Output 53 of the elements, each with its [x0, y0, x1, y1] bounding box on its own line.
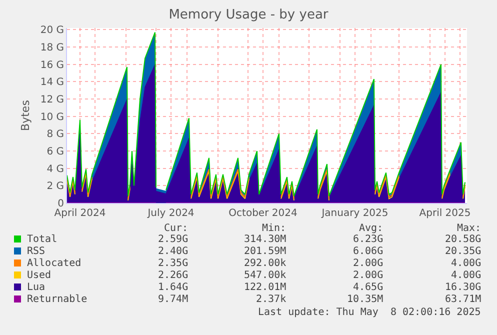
text: 2.59G — [158, 234, 188, 245]
text: 1.64G — [158, 282, 188, 293]
y-tick-label: 6 G — [46, 146, 64, 158]
text: 9.74M — [158, 294, 188, 305]
y-tick-label: 16 G — [40, 60, 64, 71]
text: 2.37k — [256, 294, 286, 305]
y-tick-label: 12 G — [40, 94, 64, 106]
text: 201.59M — [244, 246, 286, 257]
legend-label: Returnable — [27, 294, 88, 305]
text: 2.00G — [353, 258, 384, 269]
x-tick-label: January 2025 — [320, 208, 388, 219]
text: 20.58G — [445, 234, 482, 245]
text: Cur: — [164, 223, 188, 234]
y-tick-label: 14 G — [40, 77, 64, 88]
legend-label: RSS — [27, 246, 46, 257]
text: 10.35M — [347, 294, 384, 305]
text: Min: — [262, 223, 286, 234]
text: 16.30G — [445, 282, 482, 293]
legend-label: Used — [27, 270, 52, 281]
y-tick-label: 2 G — [46, 181, 64, 192]
text: 2.26G — [158, 270, 188, 281]
text: 314.30M — [244, 234, 286, 245]
text: 122.01M — [244, 282, 286, 293]
x-tick-label: April 2025 — [419, 208, 471, 219]
legend-label: Total — [27, 234, 58, 245]
text: 2.35G — [158, 258, 188, 269]
text: 6.23G — [353, 234, 384, 245]
y-tick-label: 0 — [58, 198, 64, 210]
x-tick-label: October 2024 — [228, 208, 298, 219]
y-tick-label: 4 G — [46, 164, 64, 175]
y-tick-label: 8 G — [46, 129, 64, 140]
text: 2.00G — [353, 270, 384, 281]
y-axis-title: Bytes — [18, 100, 32, 131]
text: 292.00k — [244, 258, 286, 269]
text: 63.71M — [445, 294, 482, 305]
y-tick-label: 10 G — [40, 112, 64, 123]
text: 4.65G — [353, 282, 384, 293]
text: 2.40G — [158, 246, 188, 257]
x-tick-label: April 2024 — [54, 208, 106, 219]
text: 20.35G — [445, 246, 482, 257]
y-tick-label: 18 G — [40, 42, 64, 54]
legend-label: Lua — [27, 282, 46, 293]
text: Max: — [457, 223, 482, 234]
text: 4.00G — [451, 270, 482, 281]
text: Avg: — [359, 223, 384, 234]
x-tick-label: July 2024 — [146, 208, 194, 219]
text: 6.06G — [353, 246, 384, 257]
legend-label: Allocated — [27, 258, 82, 269]
text: Last update: Thu May 8 02:00:16 2025 — [258, 307, 481, 318]
text: 4.00G — [451, 258, 482, 269]
chart-title: Memory Usage - by year — [168, 8, 329, 23]
text: 547.00k — [244, 270, 286, 281]
y-tick-label: 20 G — [40, 25, 64, 36]
